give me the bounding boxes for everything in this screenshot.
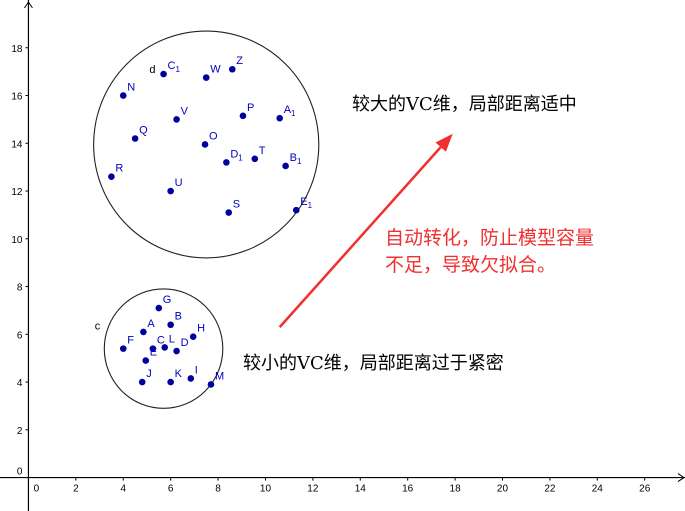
point-label-K: K: [175, 368, 183, 380]
point-L: [161, 344, 169, 351]
x-tick-label: 12: [307, 484, 319, 495]
x-tick-label: 8: [215, 484, 221, 495]
point-S: [225, 209, 233, 216]
point-label-J: J: [146, 368, 152, 380]
point-A1: [276, 114, 283, 122]
point-label-G: G: [163, 294, 172, 306]
point-O: [201, 141, 209, 148]
point-W: [202, 74, 210, 81]
point-label-B1: B1: [290, 152, 302, 166]
arrow-head-icon: [435, 133, 453, 152]
y-axis-arrow-icon: [24, 1, 33, 9]
circle-label-c: c: [95, 321, 101, 333]
point-label-N: N: [127, 82, 135, 94]
y-tick-label: 6: [17, 330, 23, 341]
point-E: [142, 357, 150, 364]
y-tick-label: 18: [11, 44, 23, 55]
point-V: [173, 116, 180, 123]
y-tick-label: 2: [17, 426, 23, 437]
point-I: [187, 375, 195, 382]
point-label-Q: Q: [139, 124, 148, 136]
x-tick-label: 0: [34, 484, 40, 495]
point-J: [138, 378, 146, 386]
point-label-V: V: [181, 105, 189, 117]
point-label-C1: C1: [168, 60, 181, 74]
arrow-shaft: [278, 146, 442, 328]
point-Z: [228, 65, 236, 73]
point-T: [251, 155, 259, 163]
point-P: [239, 112, 247, 120]
point-K: [167, 378, 174, 386]
point-label-P: P: [247, 102, 254, 114]
x-tick-label: 2: [73, 484, 79, 495]
point-label-D: D: [181, 337, 189, 349]
point-D: [173, 347, 180, 355]
x-tick-label: 16: [402, 484, 414, 495]
annotation-transform: 自动转化，防止模型容量 不足，导致欠拟合。: [385, 227, 595, 276]
x-tick-label: 24: [592, 484, 604, 495]
x-tick-label: 10: [260, 484, 272, 495]
point-label-U: U: [175, 177, 183, 189]
point-D1: [223, 159, 230, 166]
y-tick-label: 4: [17, 378, 23, 389]
y-tick-label: 14: [11, 139, 23, 150]
point-G: [155, 304, 163, 312]
point-label-Z: Z: [236, 55, 243, 67]
point-Q: [131, 135, 139, 142]
point-A: [140, 328, 147, 336]
point-B1: [282, 162, 289, 170]
point-E1: [292, 206, 300, 214]
point-label-S: S: [233, 199, 240, 211]
point-label-W: W: [210, 64, 221, 76]
y-tick-label: 0: [17, 467, 23, 478]
x-tick-label: 4: [120, 484, 126, 495]
x-tick-label: 14: [355, 484, 367, 495]
point-C1: [160, 70, 167, 78]
point-label-M: M: [215, 370, 224, 382]
point-label-T: T: [259, 145, 266, 157]
point-label-C: C: [157, 335, 165, 347]
y-tick-label: 16: [11, 92, 23, 103]
circle-c: [103, 288, 224, 409]
points: N C1 W Z V P A1 Q O D1 T B1 R U S E1 GA B H F C L D EJ K I M: [108, 55, 313, 388]
point-N: [119, 92, 127, 99]
y-tick-label: 10: [11, 235, 23, 246]
point-R: [108, 173, 115, 181]
point-label-O: O: [209, 130, 218, 142]
point-label-E: E: [150, 347, 157, 359]
cluster-circles: dc: [93, 30, 320, 409]
circle-d: [93, 30, 320, 259]
x-tick-label: 22: [544, 484, 556, 495]
point-label-A1: A1: [284, 104, 296, 118]
x-axis-arrow-icon: [677, 473, 685, 482]
x-tick-label: 26: [639, 484, 651, 495]
point-label-E1: E1: [300, 196, 312, 210]
y-tick-label: 12: [11, 187, 23, 198]
x-tick-label: 18: [450, 484, 462, 495]
point-label-A: A: [147, 318, 155, 330]
point-label-B: B: [175, 311, 182, 323]
point-C: [149, 345, 157, 352]
circle-label-d: d: [149, 64, 155, 76]
y-tick-label: 8: [17, 283, 23, 294]
point-label-I: I: [195, 364, 198, 376]
annotation-large-vc: 较大的VC维，局部距离适中: [352, 94, 577, 115]
x-tick-label: 20: [497, 484, 509, 495]
point-M: [207, 381, 215, 388]
point-label-D1: D1: [230, 148, 243, 162]
annotation-small-vc: 较小的VC维，局部距离过于紧密: [243, 353, 504, 374]
x-tick-label: 6: [168, 484, 174, 495]
point-label-R: R: [115, 163, 123, 175]
point-label-H: H: [197, 323, 205, 335]
point-H: [189, 333, 197, 340]
point-label-L: L: [169, 333, 175, 345]
point-label-F: F: [127, 335, 134, 347]
point-B: [167, 321, 174, 329]
point-F: [119, 345, 127, 352]
point-U: [167, 187, 174, 195]
arrow-layer: [278, 133, 453, 328]
